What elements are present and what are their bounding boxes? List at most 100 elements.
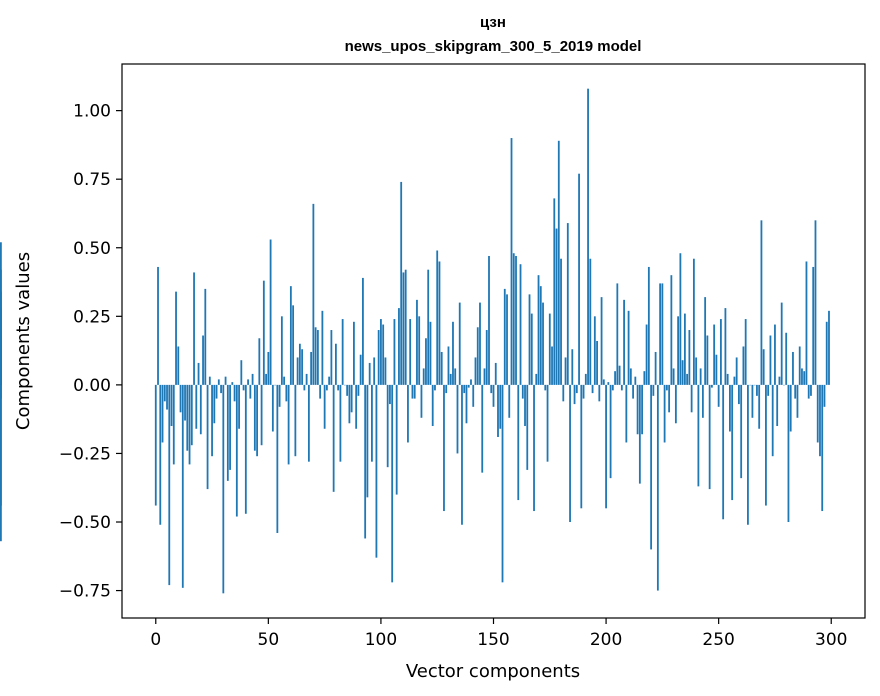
bar xyxy=(546,384,549,462)
bar xyxy=(427,269,430,385)
bar xyxy=(519,264,522,385)
bar xyxy=(641,384,643,435)
bar xyxy=(425,338,427,385)
bar xyxy=(389,384,391,405)
bar xyxy=(729,384,731,432)
bar xyxy=(287,384,290,465)
bar xyxy=(488,255,490,385)
bar xyxy=(373,357,376,385)
bar xyxy=(362,277,364,385)
bar xyxy=(812,266,815,385)
bar xyxy=(269,239,272,385)
bar xyxy=(652,384,655,396)
bar xyxy=(479,302,481,385)
bar xyxy=(798,346,801,385)
bar xyxy=(508,384,511,418)
bar xyxy=(384,357,387,385)
bar xyxy=(251,373,254,385)
bar xyxy=(170,384,173,427)
bar xyxy=(701,384,704,418)
bar xyxy=(368,362,371,385)
bar xyxy=(596,341,598,385)
bar xyxy=(539,286,542,385)
y-axis-label: Components values xyxy=(13,252,34,430)
bar xyxy=(544,384,547,391)
bar xyxy=(366,384,369,498)
bar xyxy=(211,384,213,457)
bar xyxy=(229,384,231,470)
bar xyxy=(659,283,662,385)
bar xyxy=(220,384,222,394)
bar xyxy=(785,332,788,385)
bar xyxy=(206,384,209,490)
bar xyxy=(720,319,722,385)
bar xyxy=(181,384,184,588)
bar xyxy=(490,384,493,394)
bar xyxy=(564,357,567,385)
bar xyxy=(553,198,556,385)
bar xyxy=(305,373,308,385)
bar xyxy=(537,275,540,385)
bar xyxy=(704,297,707,385)
bar xyxy=(692,258,695,385)
bar xyxy=(535,373,538,385)
bar xyxy=(199,384,202,435)
plot-frame xyxy=(121,63,866,619)
bar xyxy=(663,384,666,443)
bar xyxy=(411,384,414,399)
bar xyxy=(461,384,463,525)
bar xyxy=(611,384,614,391)
bar xyxy=(285,384,288,402)
bar xyxy=(494,362,497,385)
bar xyxy=(244,384,247,514)
bar xyxy=(638,384,641,484)
bar xyxy=(407,384,409,443)
bar xyxy=(674,384,677,424)
bar xyxy=(262,280,265,385)
bar xyxy=(310,351,313,385)
bar xyxy=(431,384,434,427)
bar xyxy=(443,384,445,512)
y-tick-label: 0.25 xyxy=(73,307,111,327)
bar xyxy=(526,384,529,470)
bar xyxy=(429,321,432,385)
bar xyxy=(0,384,2,506)
bar xyxy=(503,288,506,385)
bar xyxy=(186,384,189,451)
bar xyxy=(418,316,421,385)
bar xyxy=(249,384,252,399)
bar xyxy=(253,384,256,451)
bar xyxy=(679,253,682,385)
bar xyxy=(823,384,826,407)
bar xyxy=(188,384,191,465)
bar xyxy=(643,371,646,385)
bar xyxy=(735,357,738,385)
bar xyxy=(348,384,351,424)
bar xyxy=(413,384,416,399)
bar xyxy=(821,384,824,512)
bar xyxy=(515,255,517,385)
y-tick-label: −0.75 xyxy=(59,582,111,602)
bar xyxy=(717,384,720,407)
bar xyxy=(215,384,218,399)
bar xyxy=(472,384,475,407)
x-tick-label: 0 xyxy=(150,630,161,650)
y-tick-label: 0.75 xyxy=(73,170,111,190)
y-tick-label: 0.50 xyxy=(73,239,111,259)
bar xyxy=(589,258,592,385)
bar xyxy=(242,384,245,391)
bar xyxy=(819,384,821,457)
bar xyxy=(409,319,412,385)
bar xyxy=(465,384,468,424)
bar xyxy=(240,360,243,385)
bar xyxy=(265,373,267,385)
x-tick-label: 200 xyxy=(590,630,622,650)
bar xyxy=(569,384,571,523)
bar xyxy=(386,384,389,468)
x-tick-label: 250 xyxy=(702,630,734,650)
bar xyxy=(524,384,526,427)
bar xyxy=(591,384,594,394)
bar xyxy=(364,384,367,539)
bar xyxy=(557,140,560,385)
